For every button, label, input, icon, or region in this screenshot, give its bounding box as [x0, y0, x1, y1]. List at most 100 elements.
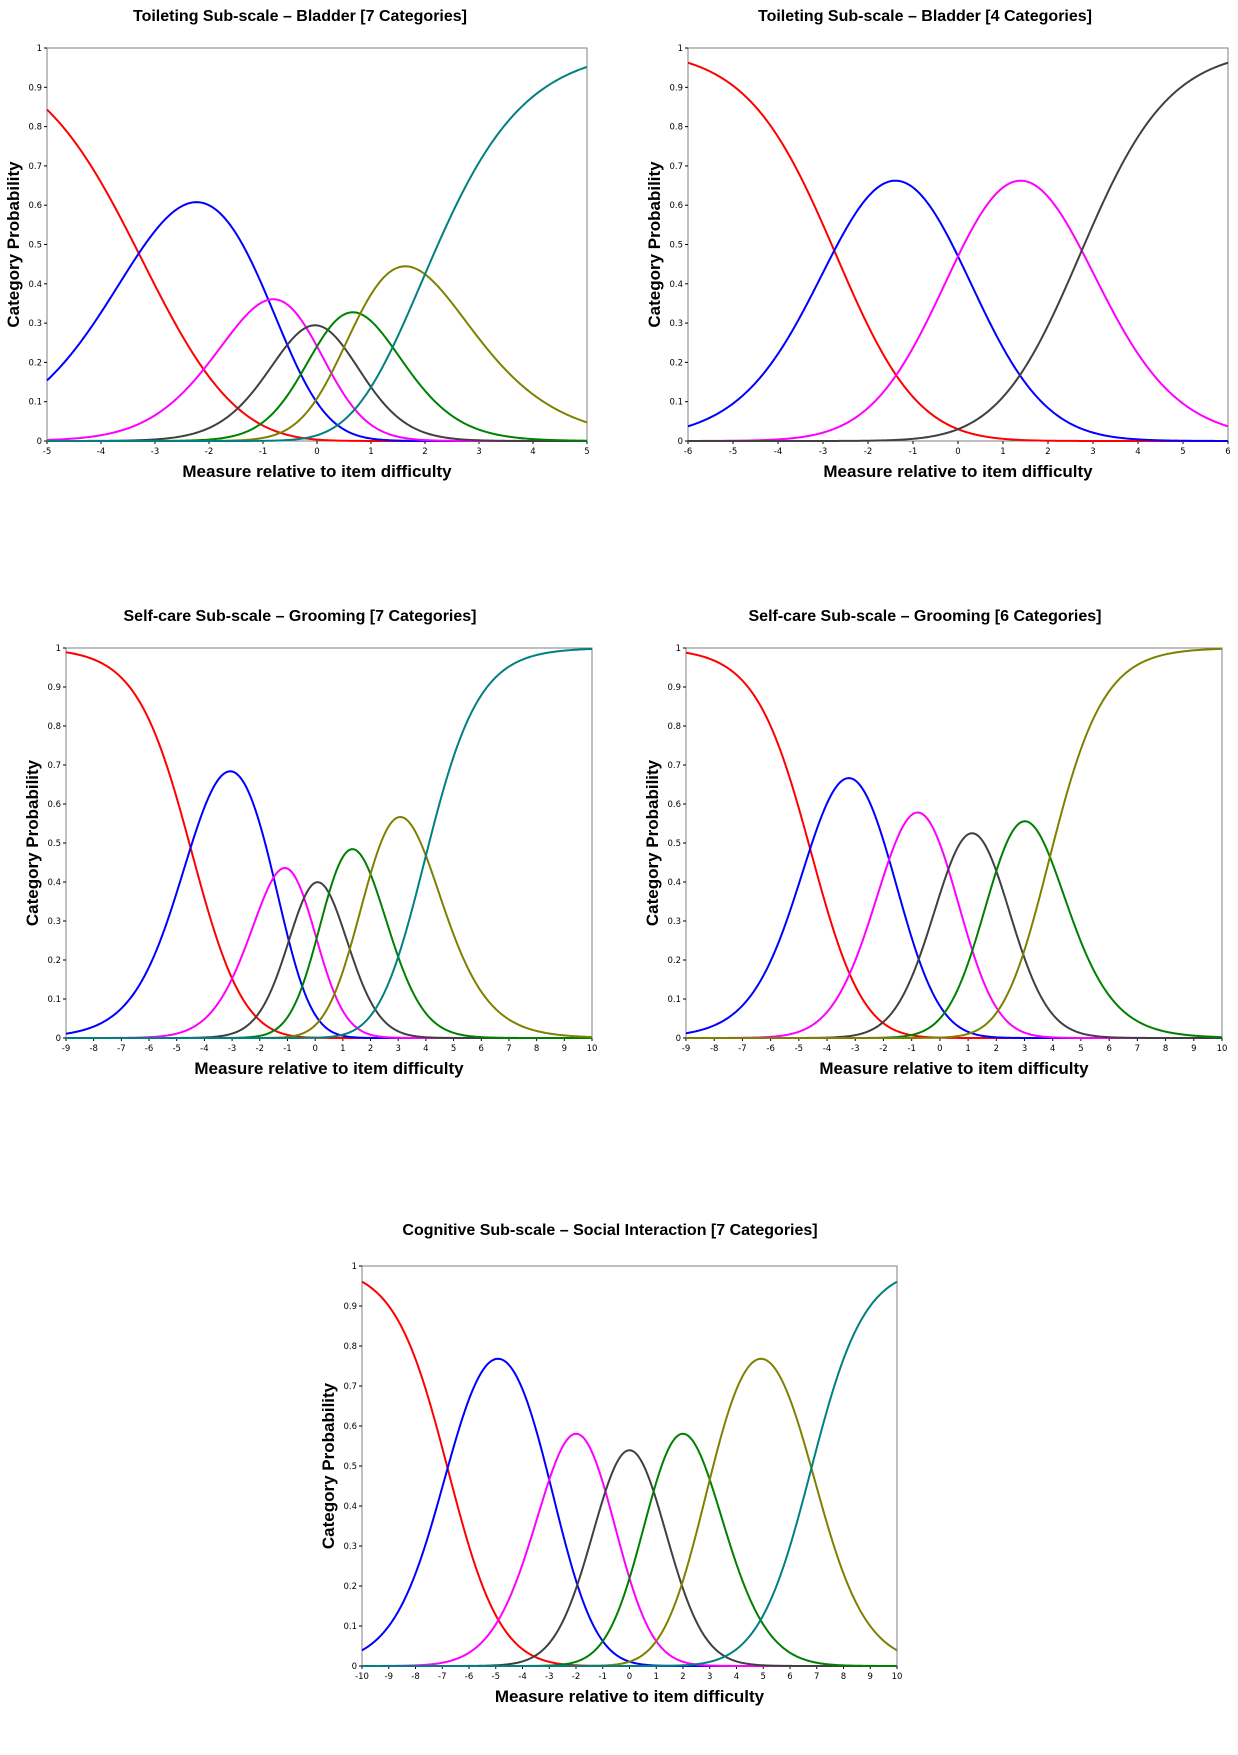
y-tick-label: 0: [676, 1034, 681, 1044]
y-tick-label: 0.4: [28, 280, 42, 290]
x-tick-label: -6: [766, 1044, 774, 1054]
x-tick-label: 8: [534, 1044, 539, 1054]
y-axis-label: Category Probability: [4, 161, 23, 328]
x-tick-label: -8: [411, 1672, 419, 1682]
x-tick-label: -5: [795, 1044, 803, 1054]
y-axis-label: Category Probability: [645, 161, 664, 328]
chart-panel-grooming-7: Self-care Sub-scale – Grooming [7 Catego…: [0, 608, 600, 1108]
category-7-curve: [362, 1280, 898, 1667]
x-tick-label: -7: [117, 1044, 125, 1054]
y-tick-label: 0.8: [47, 722, 61, 732]
chart-plot: 0 0.1 0.2 0.3 0.4 0.5 0.6 0.7 0.8 0.9 1 -9 -8 -7 -6 -5 -…: [23, 644, 597, 1078]
x-tick-label: 2: [368, 1044, 373, 1054]
x-tick-label: -7: [738, 1044, 746, 1054]
x-tick-label: 3: [1022, 1044, 1027, 1054]
x-tick-label: 4: [530, 447, 535, 457]
y-tick-label: 0.3: [669, 319, 683, 329]
y-tick-label: 0.4: [343, 1502, 357, 1512]
x-tick-label: -2: [205, 447, 213, 457]
y-tick-label: 0.5: [667, 839, 681, 849]
chart-plot: 0 0.1 0.2 0.3 0.4 0.5 0.6 0.7 0.8 0.9 1 -6 -5 -4 -3 -2 -…: [645, 44, 1231, 481]
y-tick-label: 0: [678, 437, 683, 447]
y-axis-label: Category Probability: [23, 759, 42, 926]
x-tick-label: 6: [1225, 447, 1230, 457]
x-tick-label: 9: [562, 1044, 567, 1054]
y-tick-label: 0.5: [343, 1462, 357, 1472]
x-tick-label: 2: [422, 447, 427, 457]
x-tick-label: 0: [937, 1044, 942, 1054]
chart-plot: 0 0.1 0.2 0.3 0.4 0.5 0.6 0.7 0.8 0.9 1 -5 -4 -3 -2 -1 0…: [4, 44, 590, 481]
x-tick-label: 6: [1106, 1044, 1111, 1054]
x-tick-label: 0: [314, 447, 319, 457]
y-tick-label: 0.2: [667, 956, 681, 966]
x-tick-label: -3: [819, 447, 827, 457]
y-tick-label: 0.6: [669, 201, 683, 211]
y-tick-label: 1: [678, 44, 683, 54]
y-tick-label: 0.6: [28, 201, 42, 211]
x-tick-label: 4: [423, 1044, 428, 1054]
chart-panel-social-interaction-7: Cognitive Sub-scale – Social Interaction…: [300, 1222, 920, 1752]
y-tick-label: 0.2: [343, 1582, 357, 1592]
y-tick-label: 0.9: [343, 1302, 357, 1312]
x-tick-label: 9: [1191, 1044, 1196, 1054]
y-tick-label: 0.6: [343, 1422, 357, 1432]
y-axis-label: Category Probability: [643, 759, 662, 926]
x-tick-label: 4: [734, 1672, 739, 1682]
x-tick-label: -2: [256, 1044, 264, 1054]
x-tick-label: -1: [259, 447, 267, 457]
y-tick-label: 0.2: [28, 358, 42, 368]
x-tick-label: 8: [1163, 1044, 1168, 1054]
plot-frame: [687, 47, 1229, 442]
y-tick-label: 0.4: [47, 878, 61, 888]
y-tick-label: 0.8: [343, 1342, 357, 1352]
x-tick-label: 3: [707, 1672, 712, 1682]
y-tick-label: 0.1: [667, 995, 681, 1005]
y-tick-label: 0.9: [28, 83, 42, 93]
x-tick-label: 0: [312, 1044, 317, 1054]
x-tick-label: -7: [438, 1672, 446, 1682]
y-tick-label: 0.7: [47, 761, 61, 771]
y-tick-label: 0.9: [47, 683, 61, 693]
x-tick-label: -4: [200, 1044, 208, 1054]
y-tick-label: 0.5: [47, 839, 61, 849]
x-tick-label: 7: [814, 1672, 819, 1682]
x-tick-label: 1: [368, 447, 373, 457]
y-tick-label: 0.8: [667, 722, 681, 732]
x-tick-label: 3: [395, 1044, 400, 1054]
y-tick-label: 0.5: [28, 241, 42, 251]
y-tick-label: 1: [352, 1262, 357, 1272]
y-tick-label: 1: [37, 44, 42, 54]
x-tick-label: -8: [710, 1044, 718, 1054]
y-tick-label: 0.7: [667, 761, 681, 771]
y-tick-label: 0: [37, 437, 42, 447]
y-tick-label: 0.5: [669, 241, 683, 251]
x-tick-label: -5: [492, 1672, 500, 1682]
chart-plot: 0 0.1 0.2 0.3 0.4 0.5 0.6 0.7 0.8 0.9 1 -9 -8 -7 -6 -5 -…: [643, 644, 1227, 1078]
x-tick-label: 2: [1045, 447, 1050, 457]
x-tick-label: 5: [451, 1044, 456, 1054]
x-tick-label: -1: [283, 1044, 291, 1054]
x-tick-label: -9: [682, 1044, 690, 1054]
category-7-curve: [47, 65, 588, 442]
x-axis-label: Measure relative to item difficulty: [194, 1059, 464, 1078]
chart-title: Self-care Sub-scale – Grooming [6 Catego…: [748, 608, 1102, 625]
category-6-curve: [686, 647, 1223, 1039]
x-tick-label: 4: [1050, 1044, 1055, 1054]
x-tick-label: 1: [1000, 447, 1005, 457]
x-tick-label: 7: [1135, 1044, 1140, 1054]
chart-panel-bladder-7: Toileting Sub-scale – Bladder [7 Categor…: [0, 8, 600, 498]
x-tick-label: 1: [965, 1044, 970, 1054]
y-tick-label: 0.1: [28, 398, 42, 408]
chart-title: Toileting Sub-scale – Bladder [4 Categor…: [758, 8, 1092, 25]
chart-title: Cognitive Sub-scale – Social Interaction…: [402, 1222, 818, 1239]
x-tick-label: 3: [1090, 447, 1095, 457]
y-axis-label: Category Probability: [319, 1382, 338, 1549]
x-tick-label: -2: [864, 447, 872, 457]
x-tick-label: -4: [518, 1672, 526, 1682]
plot-frame: [685, 647, 1223, 1039]
category-4-curve: [688, 61, 1229, 442]
y-tick-label: 0.7: [669, 162, 683, 172]
y-tick-label: 1: [676, 644, 681, 654]
x-axis-label: Measure relative to item difficulty: [823, 462, 1093, 481]
y-tick-label: 0.6: [47, 800, 61, 810]
